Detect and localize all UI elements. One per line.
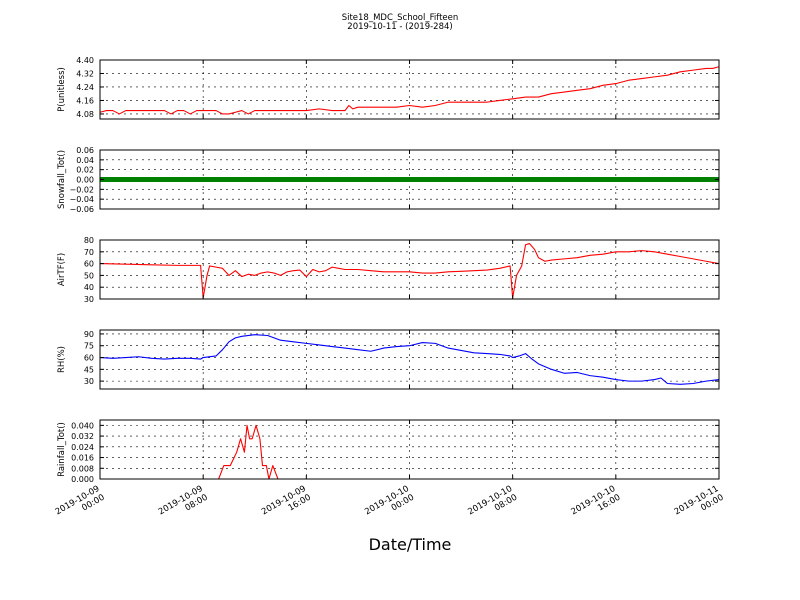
y-axis-label: Rainfall_Tot() (57, 422, 67, 477)
y-tick-label: −0.04 (69, 195, 94, 204)
y-tick-label: 0.032 (71, 432, 94, 441)
subplot-1: 4.08 4.16 4.24 4.32 4.40 P(unitless) (57, 56, 720, 120)
axes-frame (99, 59, 720, 120)
y-tick-label: 60 (84, 354, 94, 363)
y-tick-label: 30 (84, 295, 94, 304)
y-tick-label: 4.32 (76, 69, 94, 78)
y-axis-label: RH(%) (57, 346, 67, 373)
y-axis-label: Snowfall_Tot() (57, 150, 67, 209)
chart-subtitle: 2019-10-11 - (2019-284) (347, 22, 452, 32)
x-tick-label-2: 2019-10-0916:00 (260, 484, 313, 526)
y-tick-label: 80 (84, 236, 94, 245)
y-tick-label: 0.016 (71, 454, 94, 463)
y-tick-label: 0.06 (76, 146, 94, 155)
chart-title: Site18_MDC_School_Fifteen (342, 13, 459, 23)
y-tick-label: 4.24 (76, 83, 94, 92)
y-tick-label: 4.16 (76, 96, 94, 105)
y-tick-label: 0.040 (71, 421, 94, 430)
y-tick-label: 70 (84, 248, 94, 257)
y-axis-label: P(unitless) (57, 67, 67, 112)
series-line-0 (100, 334, 719, 385)
y-tick-label: 4.08 (76, 110, 94, 119)
x-axis-label: Date/Time (369, 535, 452, 554)
series-line-0 (100, 424, 719, 479)
series-line-0 (100, 66, 719, 115)
x-tick-labels: 2019-10-0900:00 2019-10-0908:00 2019-10-09… (54, 484, 726, 526)
y-tick-label: 45 (84, 365, 94, 374)
x-tick-label-4: 2019-10-1008:00 (466, 484, 519, 526)
axes-frame (99, 329, 720, 390)
subplot-3: 30 40 50 60 70 80 AirTF(F) (57, 236, 720, 304)
x-tick-label-1: 2019-10-0908:00 (157, 484, 210, 526)
x-tick-label-5: 2019-10-1016:00 (570, 484, 623, 526)
y-tick-label: 0.000 (71, 475, 94, 484)
y-tick-label: 0.008 (71, 464, 94, 473)
y-tick-label: 75 (84, 342, 94, 351)
y-tick-label: 40 (84, 283, 94, 292)
y-tick-label: −0.06 (69, 205, 94, 214)
y-tick-label: 50 (84, 271, 94, 280)
subplot-panels: 4.084.164.244.324.40P(unitless)−0.06−0.0… (57, 56, 720, 484)
y-tick-label: 4.40 (76, 56, 94, 65)
y-tick-label: 0.04 (76, 156, 94, 165)
subplot-4: 30 45 60 75 90 RH(%) (57, 329, 720, 390)
x-tick-label-6: 2019-10-1100:00 (673, 484, 726, 526)
subplot-2: −0.06−0.04−0.020.000.020.040.06 Snowfall_… (57, 146, 720, 214)
y-tick-label: 60 (84, 260, 94, 269)
y-tick-label: 30 (84, 377, 94, 386)
axes-frame (99, 239, 720, 300)
axes-frame (99, 419, 720, 480)
y-tick-label: 0.02 (76, 166, 94, 175)
y-tick-label: −0.02 (69, 185, 94, 194)
y-tick-label: 0.00 (76, 176, 94, 185)
y-tick-label: 0.024 (71, 443, 94, 452)
series-line-0 (100, 242, 719, 299)
x-tick-label-3: 2019-10-1000:00 (363, 484, 416, 526)
y-tick-label: 90 (84, 330, 94, 339)
x-tick-label-0: 2019-10-0900:00 (54, 484, 107, 526)
y-axis-label: AirTF(F) (57, 253, 67, 286)
